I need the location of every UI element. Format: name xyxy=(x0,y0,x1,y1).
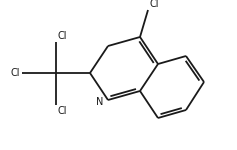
Text: N: N xyxy=(96,97,103,107)
Text: Cl: Cl xyxy=(10,68,20,78)
Text: Cl: Cl xyxy=(150,0,160,9)
Text: Cl: Cl xyxy=(58,106,68,116)
Text: Cl: Cl xyxy=(58,31,68,41)
